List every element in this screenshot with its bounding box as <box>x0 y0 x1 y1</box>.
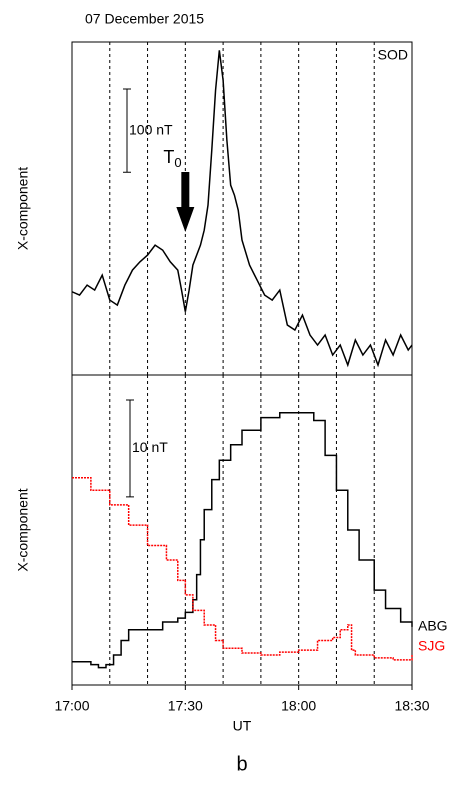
plot-frame <box>71 374 413 686</box>
scale-bar-label: 100 nT <box>129 121 173 137</box>
series-line <box>71 50 413 368</box>
series-label: SOD <box>378 47 408 63</box>
caption: b <box>236 753 247 775</box>
series-line <box>72 412 413 669</box>
series-label: ABG <box>418 618 448 634</box>
arrow <box>176 172 195 232</box>
x-axis-label: UT <box>233 718 252 734</box>
series-line <box>72 476 413 661</box>
x-tick-label: 17:30 <box>168 698 203 714</box>
y-axis-label: X-component <box>15 488 31 571</box>
scale-bar-label: 10 nT <box>132 439 168 455</box>
annotation-text: T <box>163 147 174 167</box>
series-label: SJG <box>418 638 445 654</box>
y-axis-label: X-component <box>15 167 31 250</box>
x-tick-label: 18:30 <box>394 698 429 714</box>
plot-frame <box>71 41 413 376</box>
chart-title: 07 December 2015 <box>85 11 204 27</box>
annotation-subscript: 0 <box>174 155 181 170</box>
x-tick-label: 17:00 <box>54 698 89 714</box>
x-tick-label: 18:00 <box>281 698 316 714</box>
annotation: T0 <box>163 147 181 171</box>
